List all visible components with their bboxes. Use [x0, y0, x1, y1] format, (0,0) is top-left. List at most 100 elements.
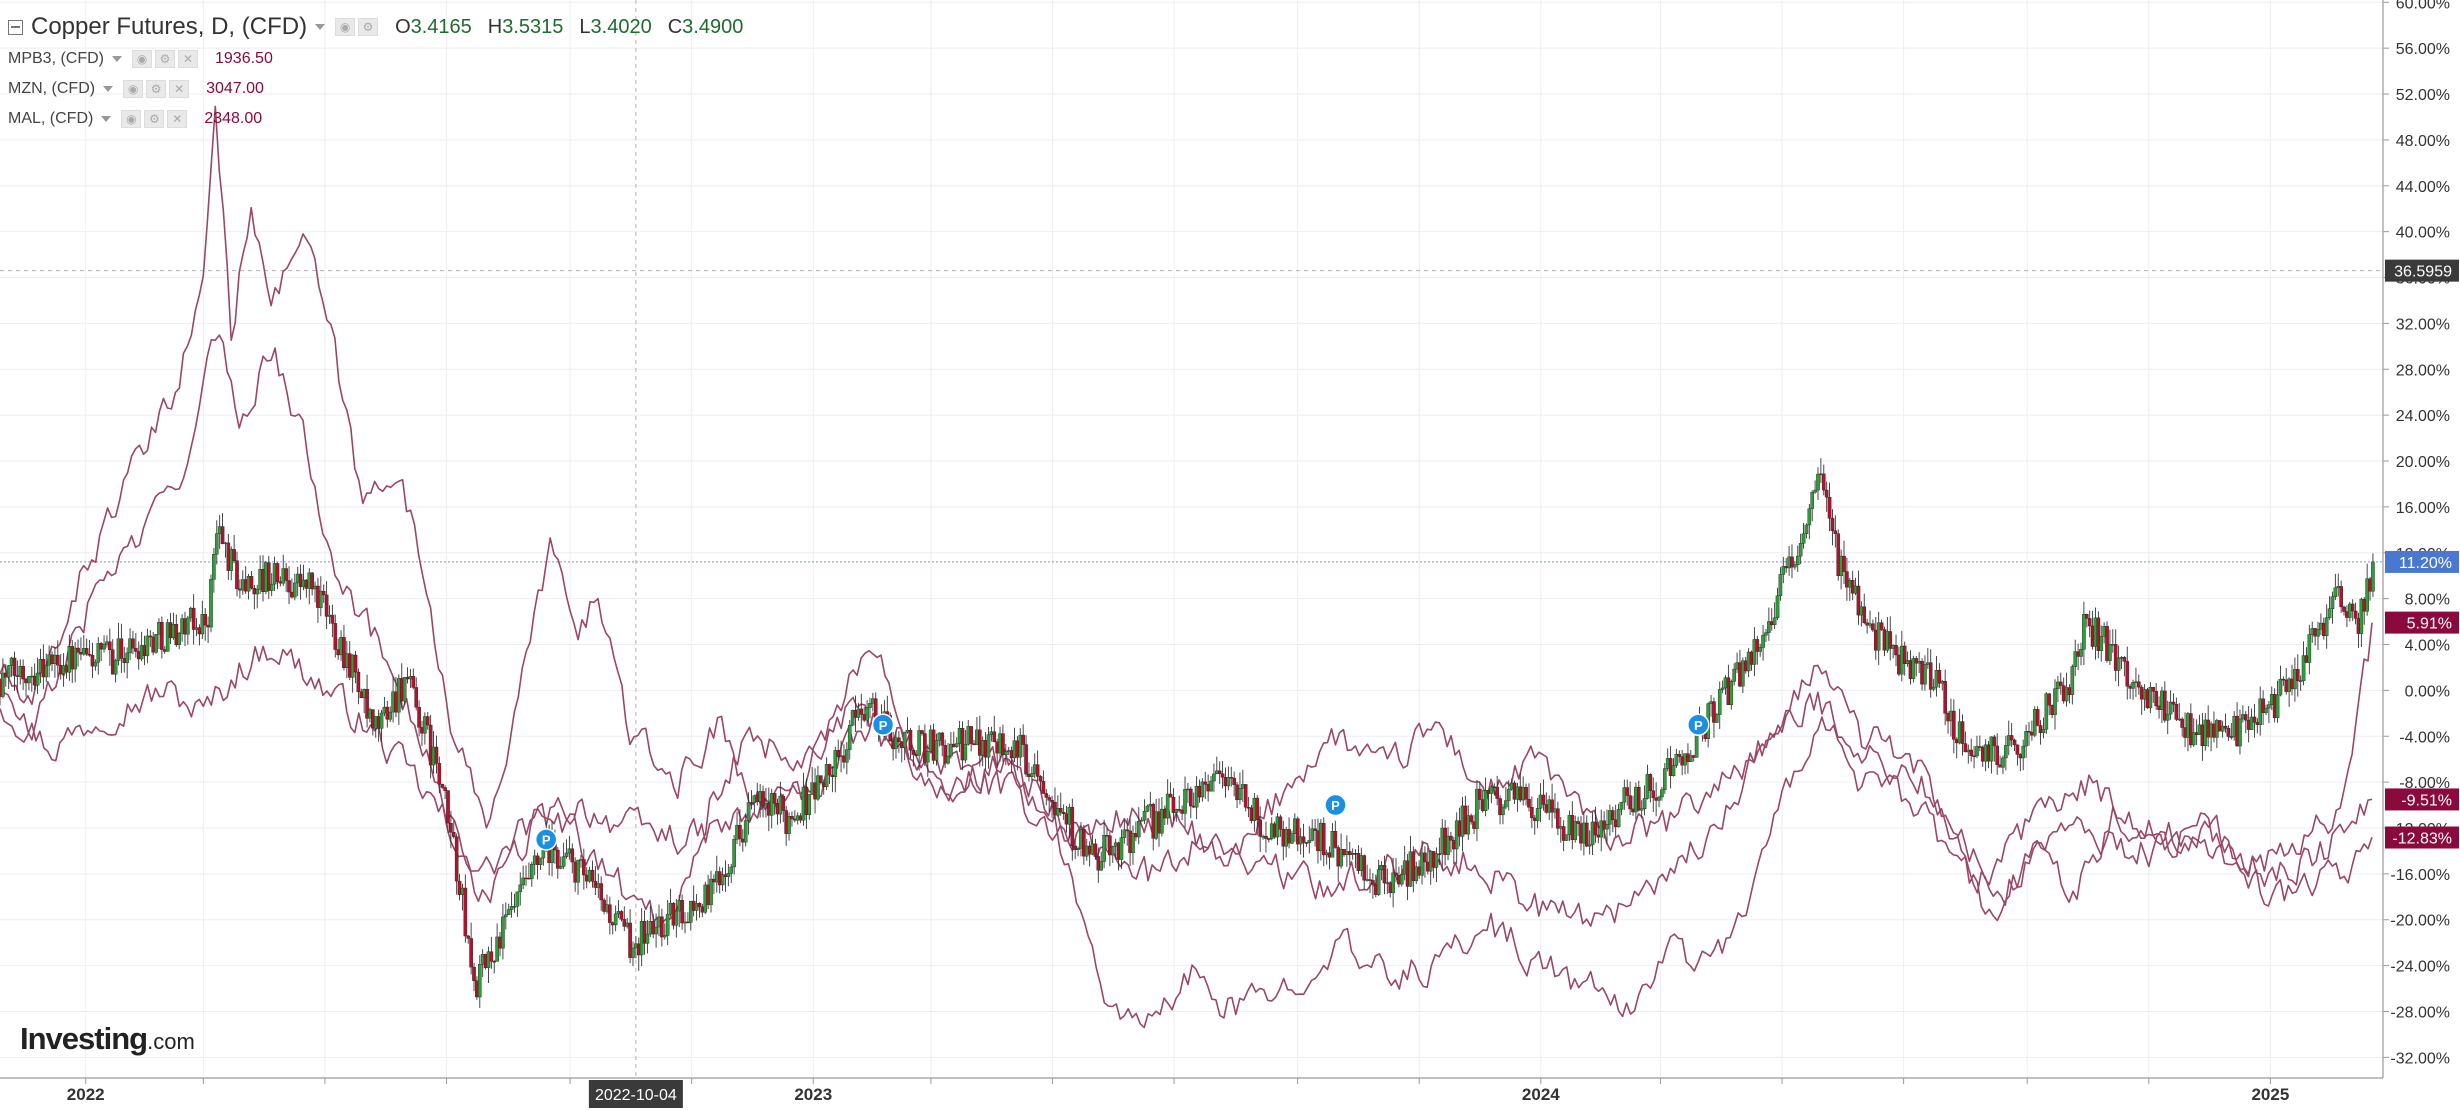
event-pin-label: P: [1694, 718, 1703, 733]
chevron-down-icon[interactable]: [315, 24, 326, 30]
candle-down: [2243, 711, 2248, 734]
candle-body: [1466, 815, 1471, 835]
candle-body: [726, 873, 731, 877]
candle-body: [1911, 658, 1916, 679]
candle-up: [743, 813, 748, 847]
candle-up: [694, 894, 699, 921]
series-legend-label[interactable]: MZN, (CFD): [8, 80, 96, 97]
candle-down: [1584, 815, 1589, 848]
candle-up: [379, 709, 384, 743]
candle-up: [1102, 819, 1106, 869]
gear-icon[interactable]: ⚙: [358, 18, 379, 36]
eye-icon[interactable]: ◉: [123, 80, 144, 98]
candle-down: [2342, 605, 2346, 616]
candle-up: [576, 859, 580, 895]
eye-icon[interactable]: ◉: [121, 110, 142, 128]
chevron-down-icon[interactable]: [103, 86, 114, 92]
gear-icon[interactable]: ⚙: [146, 80, 167, 98]
close-icon[interactable]: ✕: [167, 110, 188, 128]
candle-up: [2327, 596, 2332, 620]
candle-up: [732, 835, 736, 875]
collapse-legend-icon[interactable]: [8, 19, 23, 35]
eye-icon[interactable]: ◉: [132, 50, 152, 68]
y-tick-label: 60.00%: [2396, 0, 2450, 12]
chevron-down-icon[interactable]: [112, 56, 122, 62]
event-pin[interactable]: P: [1687, 713, 1710, 737]
candle-up: [1657, 795, 1661, 808]
candle-down: [2015, 744, 2020, 766]
event-pin[interactable]: P: [534, 828, 558, 851]
candle-down: [969, 726, 973, 752]
candle-body: [2342, 606, 2346, 612]
candle-body: [1267, 838, 1271, 840]
candle-down: [1914, 655, 1919, 677]
candle-up: [1923, 655, 1927, 691]
event-pin[interactable]: P: [1324, 793, 1347, 817]
series-legend-label[interactable]: MAL, (CFD): [8, 110, 94, 127]
candle-down: [1321, 817, 1326, 867]
candle-down: [203, 608, 208, 641]
candle-body: [2073, 651, 2078, 667]
gear-icon[interactable]: ⚙: [144, 110, 165, 128]
close-icon[interactable]: ✕: [169, 80, 190, 98]
main-series-title[interactable]: Copper Futures, D, (CFD): [31, 13, 308, 40]
candle-body: [963, 744, 968, 761]
gear-icon[interactable]: ⚙: [155, 50, 175, 68]
candle-down: [1527, 783, 1531, 812]
candle-down: [1021, 724, 1025, 757]
candle-up: [631, 941, 635, 967]
candle-body: [434, 746, 439, 764]
candle-up: [1376, 859, 1381, 896]
event-pin[interactable]: P: [871, 713, 895, 737]
candle-down: [310, 572, 314, 596]
candle-body: [1876, 622, 1881, 651]
candle-body: [27, 676, 31, 684]
eye-icon[interactable]: ◉: [335, 18, 356, 36]
candle-down: [749, 790, 754, 810]
candle-down: [582, 848, 586, 890]
candle-down: [266, 555, 271, 599]
candle-body: [1963, 743, 1968, 753]
chevron-down-icon[interactable]: [101, 116, 112, 122]
candle-body: [570, 848, 575, 863]
candle-down: [1024, 735, 1028, 777]
close-icon[interactable]: ✕: [178, 50, 198, 68]
candle-down: [1963, 731, 1968, 753]
candle-up: [1663, 763, 1667, 794]
candle-body: [1717, 689, 1722, 715]
candle-body: [2027, 731, 2031, 733]
candle-down: [827, 763, 832, 785]
candle-up: [847, 720, 852, 760]
y-tick-label: -8.00%: [2399, 775, 2450, 792]
candle-body: [472, 966, 476, 981]
candle-body: [908, 730, 913, 751]
candle-body: [2053, 688, 2057, 715]
candle-body: [1073, 845, 1077, 850]
candle-up: [564, 839, 569, 859]
candle-up: [154, 634, 158, 654]
candle-up: [1764, 628, 1768, 643]
series-legend-label[interactable]: MPB3, (CFD): [8, 50, 104, 67]
candle-body: [1044, 793, 1049, 798]
candle-down: [535, 852, 540, 880]
event-pin-circle: [871, 713, 895, 737]
candle-body: [1576, 821, 1580, 824]
candle-down: [466, 934, 471, 944]
candle-body: [1434, 853, 1439, 868]
candle-body: [1258, 819, 1262, 837]
candle-down: [148, 630, 153, 648]
candle-down: [2012, 738, 2017, 752]
candle-up: [1506, 780, 1511, 811]
candle-down: [772, 792, 777, 815]
candle-up: [1587, 830, 1592, 855]
candle-down: [2009, 723, 2014, 748]
candle-up: [186, 615, 190, 645]
candle-body: [1307, 840, 1312, 843]
event-pins[interactable]: P P P P: [534, 713, 1710, 851]
candle-body: [1122, 829, 1127, 838]
candle-body: [1561, 826, 1566, 841]
candle-down: [1171, 788, 1176, 822]
candle-up: [894, 731, 898, 759]
candle-down: [1830, 509, 1835, 546]
